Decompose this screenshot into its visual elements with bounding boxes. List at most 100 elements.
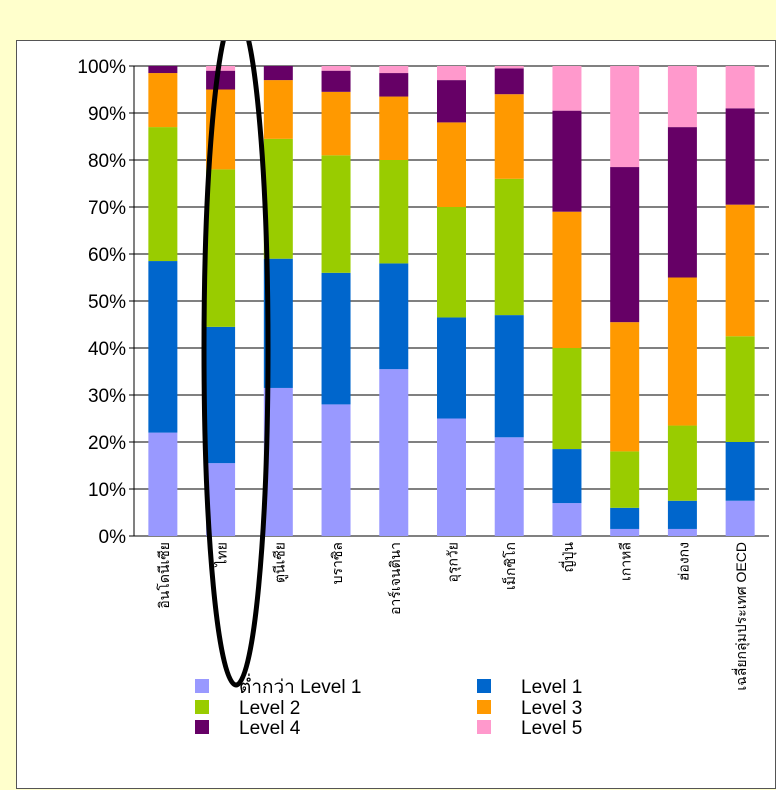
legend-swatch [477,720,491,734]
bar-segment [321,272,351,405]
bar-segment [379,73,409,97]
bar-segment [263,66,293,81]
bar-segment [725,336,755,442]
bar-segment [379,96,409,160]
bar-segment [437,317,466,419]
bar-segment [552,449,582,504]
legend-label: Level 1 [521,677,582,698]
bar-segment [725,108,755,205]
bar-segment [206,326,236,464]
bar-segment [379,369,409,536]
bar-segment [667,66,697,128]
legend-label: Level 2 [239,698,300,719]
bar-segment [321,70,351,92]
bar-segment [379,160,409,264]
bar-segment [725,500,755,536]
x-tick-label: บราซิล [329,542,345,584]
bar-segment [148,432,178,536]
y-tick-label: 90% [88,104,126,125]
bar-segment [321,155,351,273]
legend-swatch [477,700,491,714]
x-tick-label: ฮ่องกง [675,542,691,581]
bar-segment [148,127,178,262]
bar-segment [667,500,697,529]
axes [129,65,135,537]
bar-segment [148,261,178,433]
highlight-ellipse [201,41,271,688]
bar-segment [437,66,466,81]
bar-segment [321,404,351,536]
y-tick-label: 10% [88,480,126,501]
bar-segment [552,211,582,348]
legend-swatch [195,700,209,714]
legend-label: Level 5 [521,718,582,739]
bar-segment [437,207,466,318]
x-tick-label: ไทย [214,542,230,567]
legend-label: ต่ำกว่า Level 1 [239,673,361,698]
legend-swatch [195,720,209,734]
bar-segment [667,277,697,426]
bar-segment [494,68,524,95]
bar-segment [667,528,697,536]
bar-segment [725,442,755,501]
bar-segment [725,66,755,109]
y-tick-label: 50% [88,292,126,313]
bar-segment [610,507,640,529]
x-tick-label: เกาหลี [618,542,634,581]
bar-segment [321,66,351,71]
x-tick-label: ตูนีเซีย [271,542,288,583]
bar-segment [148,66,178,74]
bar-segment [437,80,466,123]
bar-segment [552,110,582,212]
bar-segment [148,73,178,128]
bar-segment [667,425,697,501]
chart-frame: 0% 10% 20% 30% 40% 50% 60% 70% 80% 90% 100% อินโดน… [16,40,776,789]
bar-segment [494,94,524,179]
legend-label: Level 4 [239,718,301,739]
bar-segment [206,169,236,327]
bar-segment [494,178,524,316]
x-tick-label: อินโดนีเซีย [156,542,172,609]
bar-segment [494,66,524,69]
bar-segment [379,66,409,74]
legend-swatch [477,679,491,693]
bar-segment [552,503,582,536]
y-tick-label: 40% [88,339,126,360]
x-tick-labels: อินโดนีเซีย ไทย ตูนีเซีย บราซิล อาร์เจนตินา อ… [156,542,750,691]
y-tick-label: 30% [88,386,126,407]
y-tick-labels: 0% 10% 20% 30% 40% 50% 60% 70% 80% 90% 100% [77,57,126,548]
bar-segment [206,70,236,90]
bar-segment [552,66,582,111]
y-tick-label: 20% [88,433,126,454]
stacked-bar-chart: 0% 10% 20% 30% 40% 50% 60% 70% 80% 90% 100% อินโดน… [77,41,769,739]
bar-segment [263,80,293,139]
bar-segment [494,437,524,536]
bar-segment [379,263,409,370]
bar-segment [552,348,582,450]
x-tick-label: ญี่ปุ่น [559,542,577,573]
bar-segment [725,204,755,337]
bar-segment [610,167,640,323]
x-tick-label: เม็กซิโก [501,542,518,590]
y-tick-label: 0% [99,527,127,548]
bars [148,66,755,536]
bar-segment [610,451,640,508]
y-tick-label: 80% [88,151,126,172]
x-tick-label: เฉลี่ยกลุ่มประเทศ OECD [732,542,750,691]
bar-segment [321,91,351,156]
bar-segment [610,66,640,168]
bar-segment [437,418,466,536]
bar-segment [437,122,466,207]
bar-segment [610,322,640,452]
x-tick-label: อาร์เจนตินา [387,542,403,615]
y-tick-label: 100% [77,57,126,78]
legend-swatch [195,679,209,693]
bar-segment [667,127,697,278]
x-tick-label: อุรุกวัย [445,542,462,582]
legend-label: Level 3 [521,698,582,719]
y-tick-label: 60% [88,245,126,266]
bar-segment [494,315,524,438]
bar-segment [610,528,640,536]
y-tick-label: 70% [88,198,126,219]
